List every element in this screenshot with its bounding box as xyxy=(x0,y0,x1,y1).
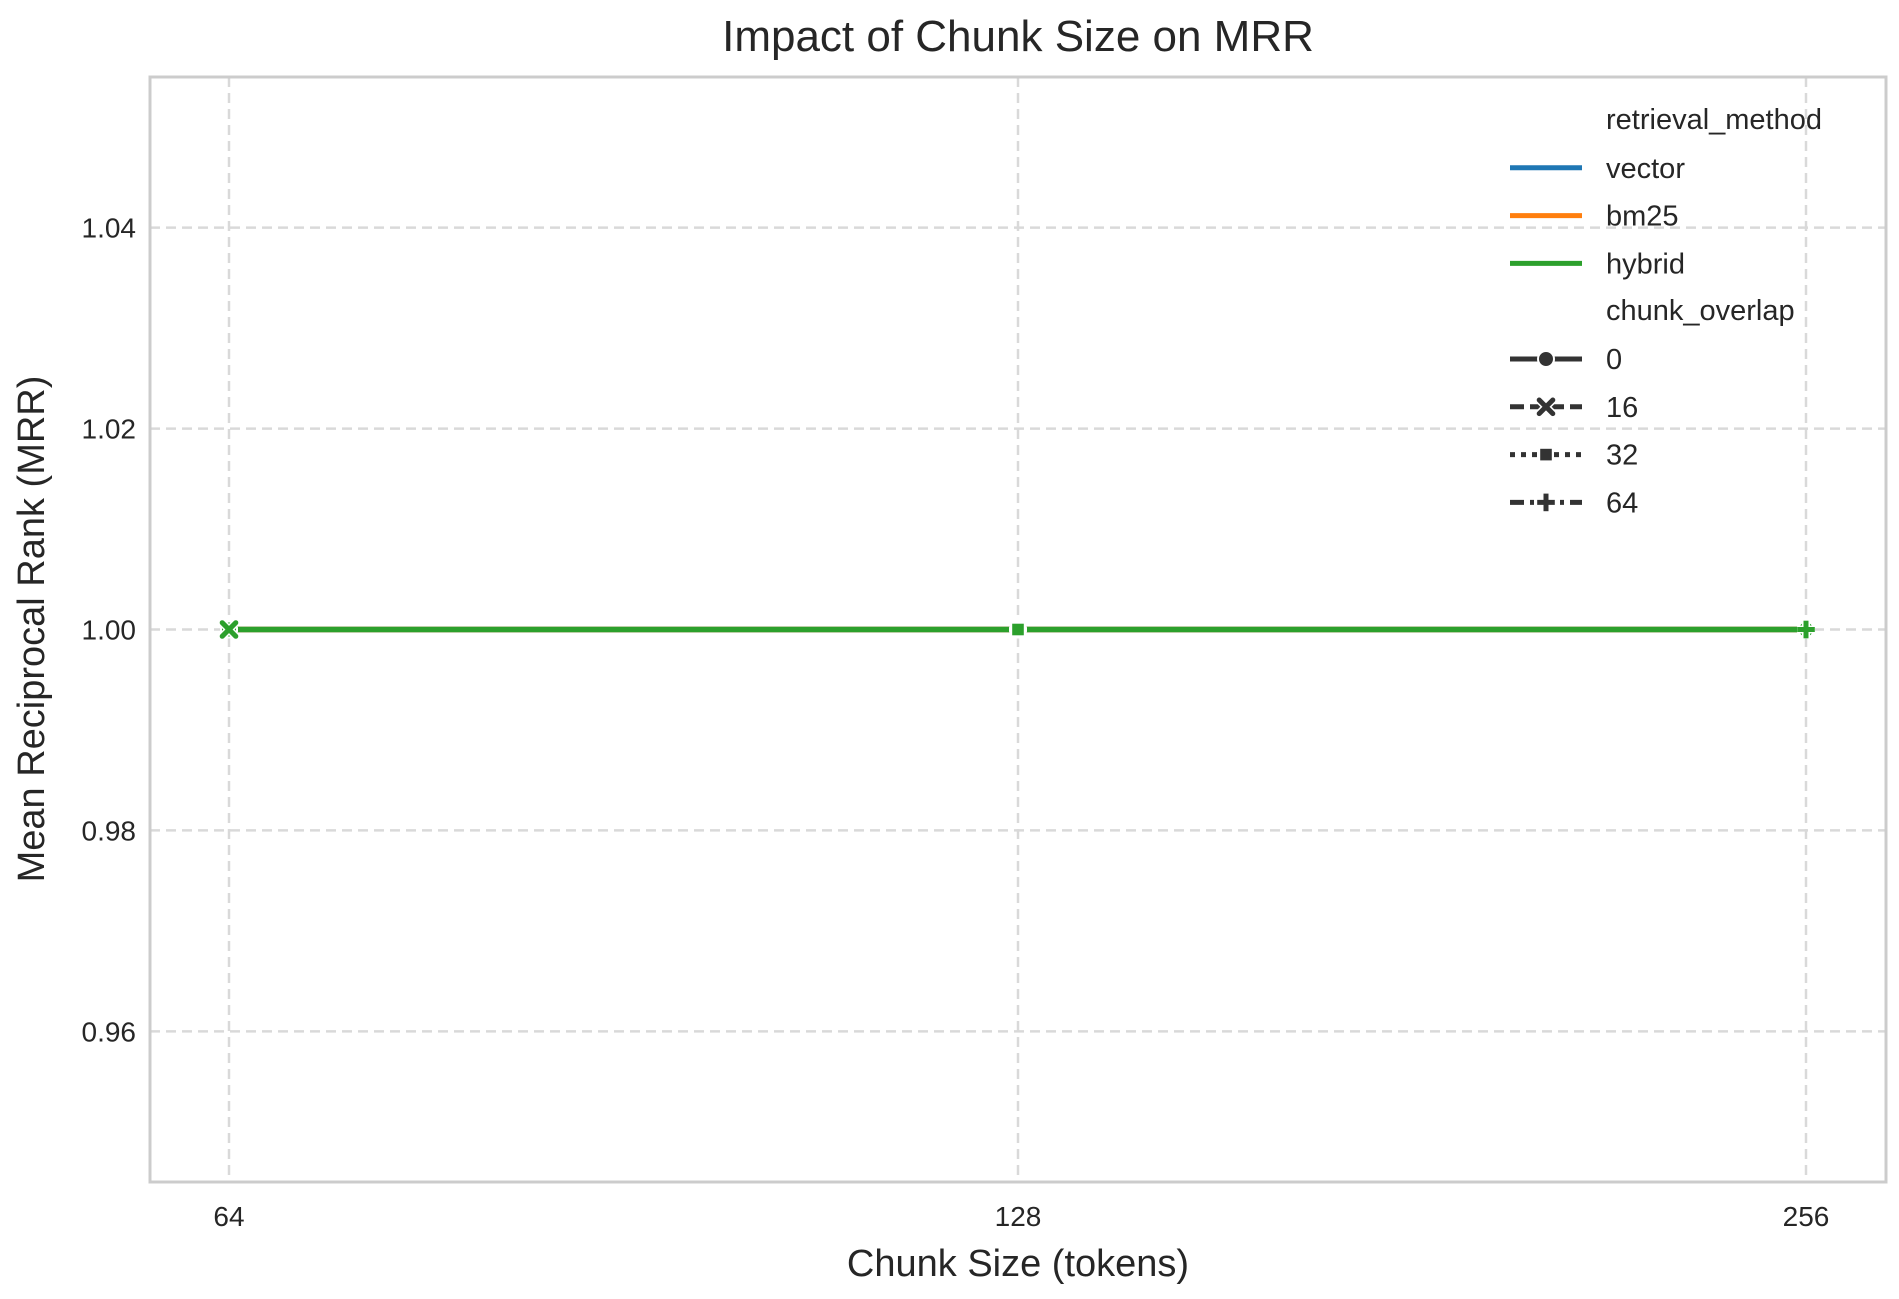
legend-style-label-16: 16 xyxy=(1606,392,1638,424)
legend-label-bm25: bm25 xyxy=(1606,201,1679,233)
legend-style-title: chunk_overlap xyxy=(1606,295,1795,327)
marker-circle xyxy=(1537,350,1555,368)
y-tick-label: 1.04 xyxy=(82,213,137,244)
y-tick-label: 1.00 xyxy=(82,615,137,646)
x-tick-label: 256 xyxy=(1783,1201,1830,1232)
y-tick-label: 1.02 xyxy=(82,414,137,445)
legend-style-label-32: 32 xyxy=(1606,440,1638,472)
x-tick-label: 128 xyxy=(995,1201,1042,1232)
marker-plus xyxy=(1797,620,1815,639)
legend-label-vector: vector xyxy=(1606,153,1685,185)
marker-x xyxy=(1535,396,1557,418)
legend-label-hybrid: hybrid xyxy=(1606,248,1685,280)
marker-x-stroke xyxy=(1536,397,1556,417)
tick-labels: 64 128 256 0.96 0.98 1.00 1.02 1.04 xyxy=(82,213,1830,1232)
x-axis-title: Chunk Size (tokens) xyxy=(847,1243,1189,1285)
chart-title: Impact of Chunk Size on MRR xyxy=(722,12,1314,61)
y-axis-title: Mean Reciprocal Rank (MRR) xyxy=(11,376,53,883)
marker-x-stroke xyxy=(219,620,239,639)
marker-plus xyxy=(1537,493,1555,512)
y-tick-label: 0.98 xyxy=(82,815,137,846)
series-layer xyxy=(218,618,1815,641)
marker-square xyxy=(1538,446,1554,463)
marker-square xyxy=(1010,621,1026,638)
legend-hue-title: retrieval_method xyxy=(1606,104,1822,136)
legend-style-label-0: 0 xyxy=(1606,344,1622,376)
plot-frame xyxy=(148,75,1888,1184)
marker-x xyxy=(218,618,240,641)
y-tick-label: 0.96 xyxy=(82,1016,137,1047)
x-tick-label: 64 xyxy=(213,1201,244,1232)
legend-style-label-64: 64 xyxy=(1606,487,1638,519)
